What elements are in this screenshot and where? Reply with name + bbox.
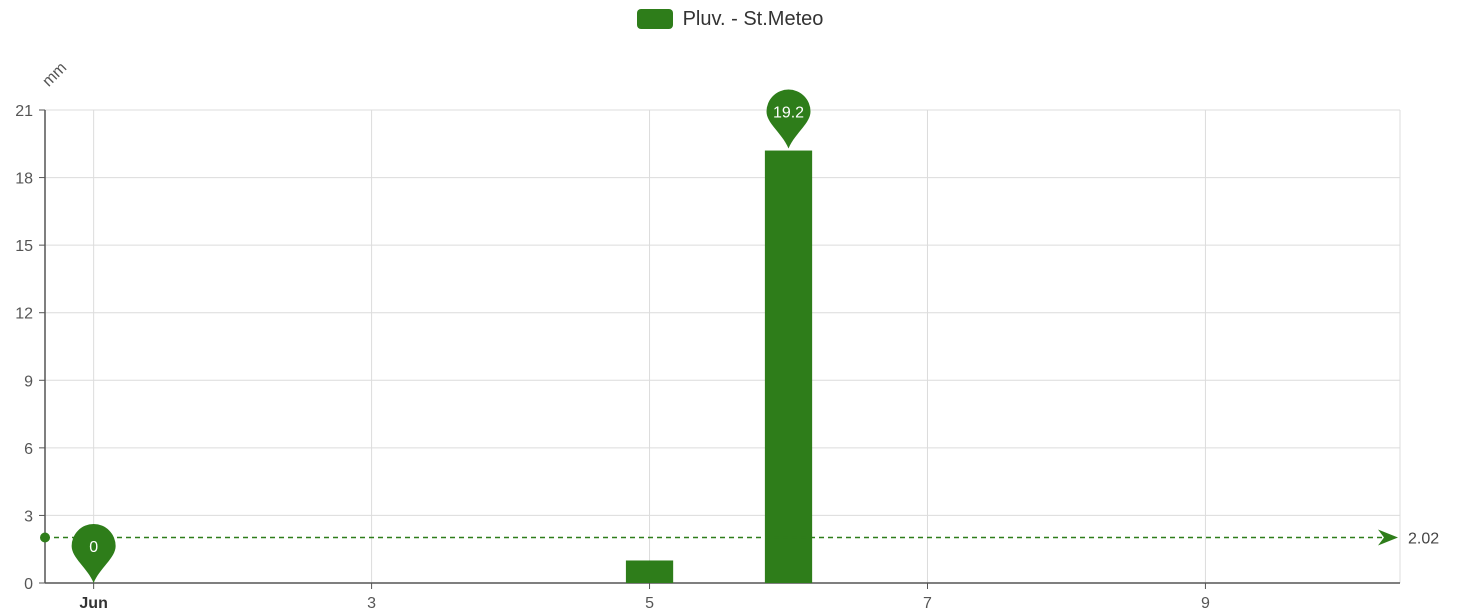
mark-point-label: 0: [89, 539, 98, 556]
mark-point-pin: [766, 89, 811, 149]
x-tick-label: Jun: [79, 595, 107, 612]
mark-line-arrow: [1378, 529, 1398, 546]
legend[interactable]: Pluv. - St.Meteo: [0, 6, 1460, 32]
y-tick-label: 0: [24, 576, 33, 593]
y-tick-label: 15: [15, 238, 33, 255]
y-tick-label: 21: [15, 103, 33, 120]
mark-point-pin: [71, 524, 116, 583]
bar: [764, 150, 813, 584]
y-axis-unit: mm: [39, 59, 70, 90]
y-tick-label: 6: [24, 441, 33, 458]
x-tick-label: 9: [1201, 595, 1210, 612]
y-tick-label: 3: [24, 508, 33, 525]
y-tick-label: 18: [15, 171, 33, 188]
mark-point-label: 19.2: [773, 105, 804, 122]
mark-line-label: 2.02: [1408, 531, 1439, 548]
x-tick-label: 5: [645, 595, 654, 612]
legend-label: Pluv. - St.Meteo: [682, 7, 824, 30]
x-tick-label: 7: [923, 595, 932, 612]
x-tick-label: 3: [367, 595, 376, 612]
legend-swatch: [636, 9, 673, 29]
y-tick-label: 9: [24, 373, 33, 390]
y-tick-label: 12: [15, 306, 33, 323]
bar: [625, 560, 674, 583]
